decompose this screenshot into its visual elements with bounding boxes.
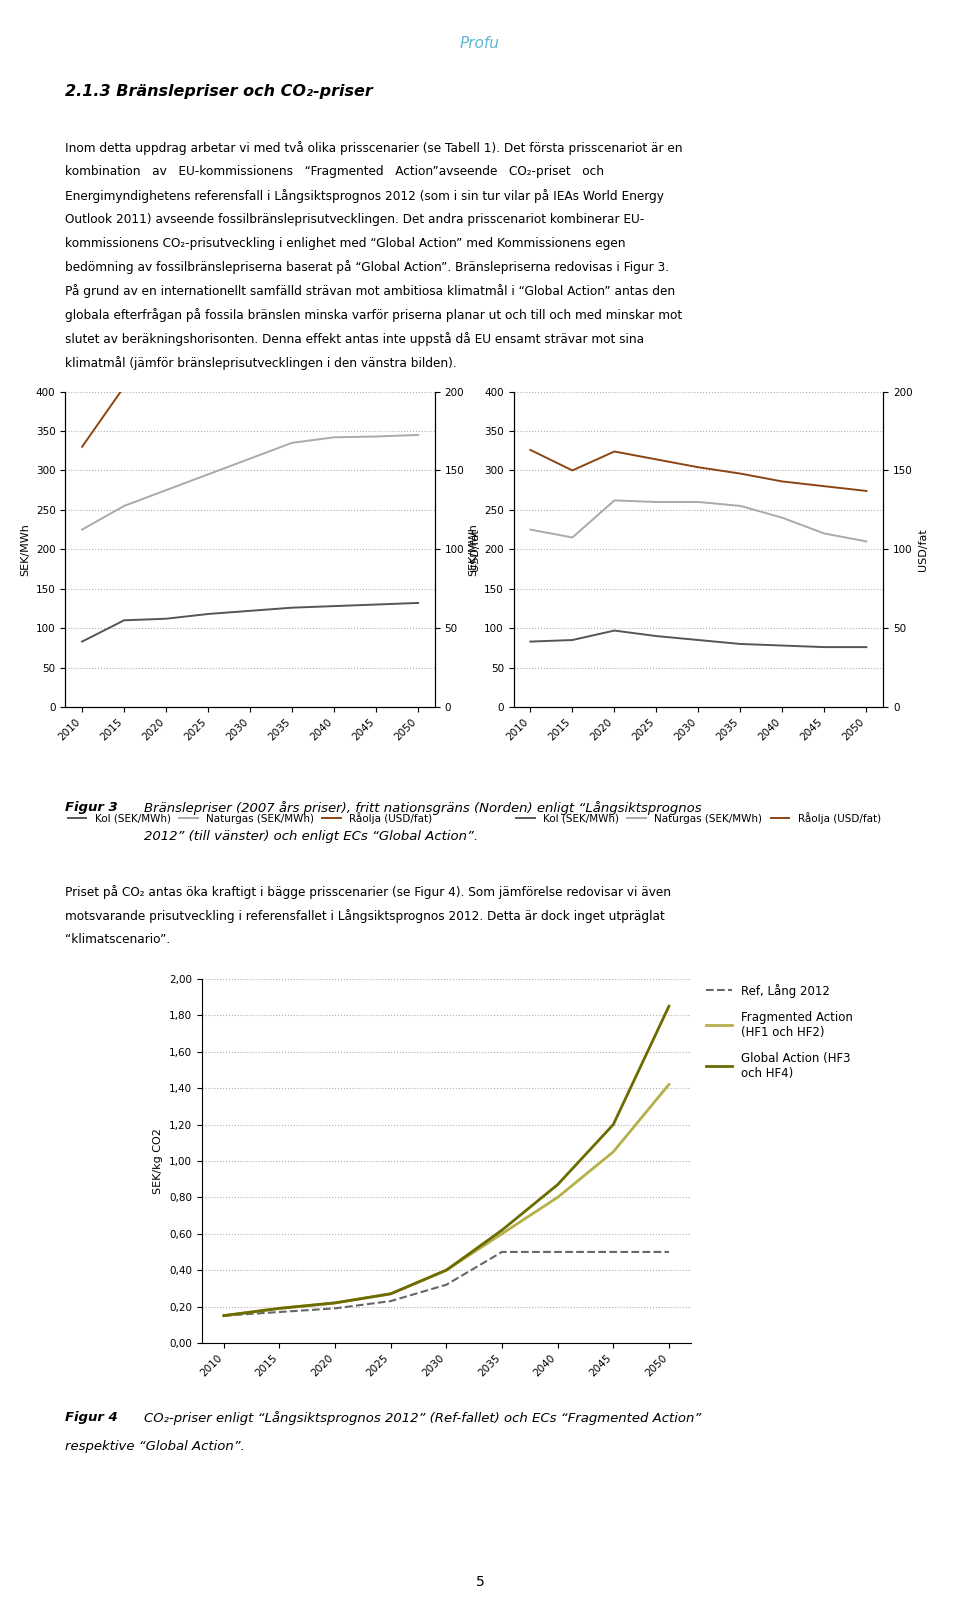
Text: respektive “Global Action”.: respektive “Global Action”.	[65, 1440, 245, 1453]
Text: På grund av en internationellt samfälld strävan mot ambitiosa klimatmål i “Globa: På grund av en internationellt samfälld …	[65, 285, 676, 298]
Legend: Ref, Lång 2012, Fragmented Action
(HF1 och HF2), Global Action (HF3
och HF4): Ref, Lång 2012, Fragmented Action (HF1 o…	[701, 979, 857, 1084]
Global Action (HF3
och HF4)	[329, 1293, 341, 1312]
Text: kommissionens CO₂-prisutveckling i enlighet med “Global Action” med Kommissionen: kommissionens CO₂-prisutveckling i enlig…	[65, 236, 626, 249]
Ref, Lång 2012	[663, 1243, 675, 1262]
Global Action (HF3
och HF4)	[274, 1299, 285, 1319]
Text: bedömning av fossilbränslepriserna baserat på “Global Action”. Bränslepriserna r: bedömning av fossilbränslepriserna baser…	[65, 260, 669, 275]
Text: kombination   av   EU-kommissionens   “Fragmented   Action”avseende   CO₂-priset: kombination av EU-kommissionens “Fragmen…	[65, 165, 604, 178]
Global Action (HF3
och HF4)	[608, 1115, 619, 1134]
Y-axis label: SEK/MWh: SEK/MWh	[20, 523, 31, 576]
Global Action (HF3
och HF4)	[552, 1175, 564, 1194]
Text: klimatmål (jämför bränsleprisutvecklingen i den vänstra bilden).: klimatmål (jämför bränsleprisutvecklinge…	[65, 356, 457, 371]
Fragmented Action
(HF1 och HF2)	[385, 1285, 396, 1304]
Ref, Lång 2012	[441, 1275, 452, 1294]
Text: Inom detta uppdrag arbetar vi med två olika prisscenarier (se Tabell 1). Det för: Inom detta uppdrag arbetar vi med två ol…	[65, 141, 683, 155]
Ref, Lång 2012	[496, 1243, 508, 1262]
Ref, Lång 2012	[608, 1243, 619, 1262]
Text: 2.1.3 Bränslepriser och CO₂-priser: 2.1.3 Bränslepriser och CO₂-priser	[65, 84, 373, 99]
Global Action (HF3
och HF4)	[385, 1285, 396, 1304]
Text: Figur 4: Figur 4	[65, 1411, 118, 1424]
Global Action (HF3
och HF4)	[663, 997, 675, 1016]
Text: globala efterfrågan på fossila bränslen minska varför priserna planar ut och til: globala efterfrågan på fossila bränslen …	[65, 309, 683, 322]
Text: slutet av beräkningshorisonten. Denna effekt antas inte uppstå då EU ensamt strä: slutet av beräkningshorisonten. Denna ef…	[65, 332, 644, 346]
Fragmented Action
(HF1 och HF2)	[441, 1260, 452, 1280]
Fragmented Action
(HF1 och HF2)	[663, 1074, 675, 1094]
Ref, Lång 2012	[552, 1243, 564, 1262]
Text: “klimatscenario”.: “klimatscenario”.	[65, 934, 171, 947]
Y-axis label: USD/fat: USD/fat	[469, 527, 480, 571]
Fragmented Action
(HF1 och HF2)	[496, 1225, 508, 1244]
Y-axis label: USD/fat: USD/fat	[918, 527, 928, 571]
Fragmented Action
(HF1 och HF2)	[552, 1188, 564, 1207]
Legend: Kol (SEK/MWh), Naturgas (SEK/MWh), Råolja (USD/fat): Kol (SEK/MWh), Naturgas (SEK/MWh), Råolj…	[512, 807, 885, 828]
Ref, Lång 2012	[274, 1302, 285, 1322]
Text: Outlook 2011) avseende fossilbränsleprisutvecklingen. Det andra prisscenariot ko: Outlook 2011) avseende fossilbränslepris…	[65, 212, 644, 225]
Y-axis label: SEK/MWh: SEK/MWh	[468, 523, 479, 576]
Fragmented Action
(HF1 och HF2)	[274, 1299, 285, 1319]
Text: Figur 3: Figur 3	[65, 801, 118, 814]
Ref, Lång 2012	[385, 1291, 396, 1311]
Global Action (HF3
och HF4)	[496, 1220, 508, 1239]
Line: Ref, Lång 2012: Ref, Lång 2012	[224, 1252, 669, 1315]
Text: Priset på CO₂ antas öka kraftigt i bägge prisscenarier (se Figur 4). Som jämföre: Priset på CO₂ antas öka kraftigt i bägge…	[65, 885, 671, 900]
Fragmented Action
(HF1 och HF2)	[218, 1306, 229, 1325]
Fragmented Action
(HF1 och HF2)	[608, 1142, 619, 1162]
Text: 2012” (till vänster) och enligt ECs “Global Action”.: 2012” (till vänster) och enligt ECs “Glo…	[144, 830, 478, 843]
Text: Energimyndighetens referensfall i Långsiktsprognos 2012 (som i sin tur vilar på : Energimyndighetens referensfall i Långsi…	[65, 189, 664, 202]
Text: Bränslepriser (2007 års priser), fritt nationsgräns (Norden) enligt “Långsiktspr: Bränslepriser (2007 års priser), fritt n…	[144, 801, 702, 815]
Global Action (HF3
och HF4)	[218, 1306, 229, 1325]
Text: CO₂-priser enligt “Långsiktsprognos 2012” (Ref-fallet) och ECs “Fragmented Actio: CO₂-priser enligt “Långsiktsprognos 2012…	[144, 1411, 701, 1425]
Ref, Lång 2012	[329, 1299, 341, 1319]
Legend: Kol (SEK/MWh), Naturgas (SEK/MWh), Råolja (USD/fat): Kol (SEK/MWh), Naturgas (SEK/MWh), Råolj…	[63, 807, 437, 828]
Line: Fragmented Action
(HF1 och HF2): Fragmented Action (HF1 och HF2)	[224, 1084, 669, 1315]
Text: Profu: Profu	[460, 36, 500, 50]
Fragmented Action
(HF1 och HF2)	[329, 1293, 341, 1312]
Line: Global Action (HF3
och HF4): Global Action (HF3 och HF4)	[224, 1006, 669, 1315]
Global Action (HF3
och HF4)	[441, 1260, 452, 1280]
Y-axis label: SEK/kg CO2: SEK/kg CO2	[154, 1128, 163, 1194]
Text: motsvarande prisutveckling i referensfallet i Långsiktsprognos 2012. Detta är do: motsvarande prisutveckling i referensfal…	[65, 909, 665, 922]
Ref, Lång 2012	[218, 1306, 229, 1325]
Text: 5: 5	[475, 1574, 485, 1589]
